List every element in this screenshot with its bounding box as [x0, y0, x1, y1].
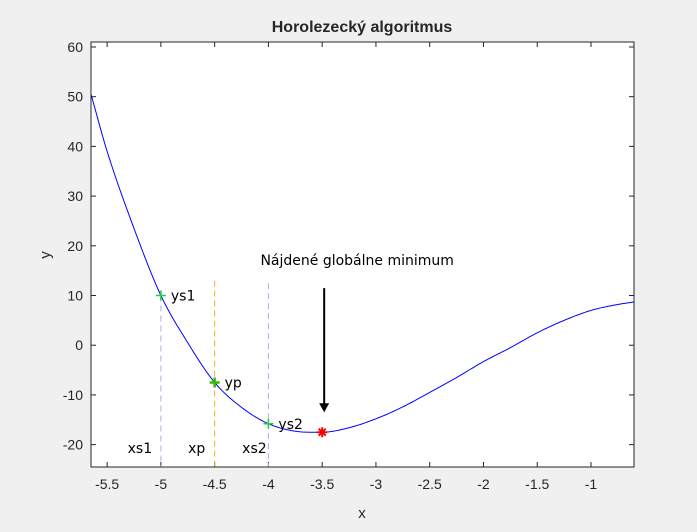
x-tick-label: -2 [477, 476, 490, 492]
chart-title: Horolezecký algoritmus [272, 19, 453, 36]
point-marker-yp [209, 377, 220, 388]
point-label-ys2: ys2 [278, 417, 303, 433]
x-tick-label: -4.5 [203, 476, 227, 492]
x-tick-label: -3.5 [310, 476, 334, 492]
plot-area [91, 42, 634, 467]
y-tick-label: 50 [67, 89, 83, 105]
x-axis-label: x [358, 505, 366, 522]
x-tick-label: -1 [585, 476, 598, 492]
x-tick-label: -1.5 [525, 476, 549, 492]
y-tick-label: 10 [67, 288, 83, 304]
x-tick-label: -5.5 [95, 476, 119, 492]
y-tick-label: -10 [63, 387, 83, 403]
function-curve [90, 94, 635, 433]
x-tick-label: -4 [262, 476, 275, 492]
point-label-yp: yp [225, 375, 242, 391]
y-tick-label: 0 [75, 337, 83, 353]
annotation-text: Nájdené globálne minimum [260, 253, 453, 269]
axes-box [90, 41, 635, 468]
point-label-ys1: ys1 [171, 289, 196, 305]
annotation-arrow-head [319, 403, 330, 413]
vline-label-xs2: xs2 [242, 441, 267, 457]
y-tick-label: 60 [67, 39, 83, 55]
y-tick-label: 20 [67, 238, 83, 254]
point-marker-ys1 [155, 290, 166, 301]
vline-label-xs1: xs1 [128, 441, 153, 457]
minimum-marker [317, 427, 328, 438]
x-tick-label: -5 [155, 476, 168, 492]
y-tick-label: 40 [67, 138, 83, 154]
y-axis-label: y [37, 251, 54, 259]
vline-label-xp: xp [188, 441, 205, 457]
point-marker-ys2 [263, 418, 274, 429]
y-tick-label: 30 [67, 188, 83, 204]
x-tick-label: -2.5 [418, 476, 442, 492]
x-tick-label: -3 [370, 476, 383, 492]
y-tick-label: -20 [63, 437, 83, 453]
